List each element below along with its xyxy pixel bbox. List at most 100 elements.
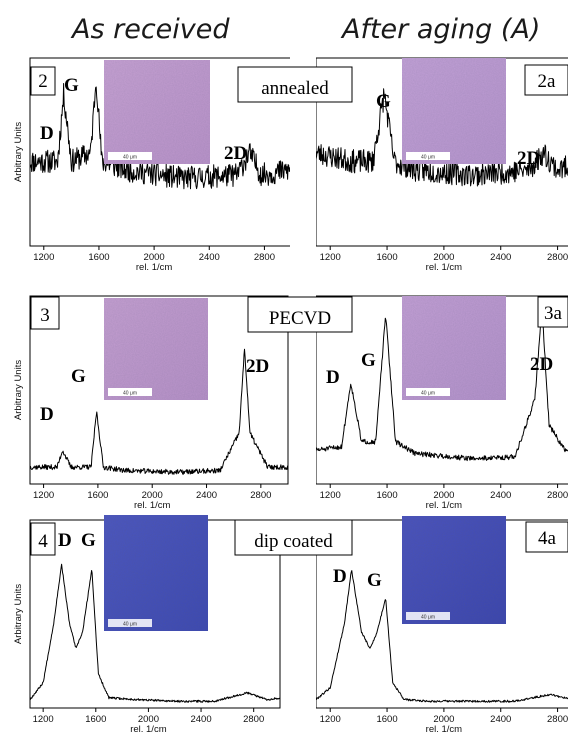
svg-text:3: 3: [40, 305, 50, 326]
spectrum-line: [29, 563, 281, 703]
svg-text:annealed: annealed: [261, 78, 329, 99]
x-tick-label: 2400: [490, 714, 511, 725]
svg-text:4: 4: [38, 531, 48, 552]
y-axis-label: Arbitrary Units: [13, 584, 24, 644]
x-tick-label: 1200: [33, 490, 54, 501]
micrograph-3a: 40 μm: [402, 296, 506, 400]
spectrum-line: [29, 83, 290, 190]
svg-text:40 μm: 40 μm: [421, 391, 435, 397]
peak-label-G: G: [376, 91, 391, 112]
x-tick-label: 1200: [320, 252, 341, 263]
x-tick-label: 1200: [33, 252, 54, 263]
x-tick-label: 2800: [254, 252, 275, 263]
micrograph-2: 40 μm: [104, 60, 210, 164]
x-axis-label: rel. 1/cm: [426, 724, 463, 734]
panel-number-4a: 4a: [525, 521, 568, 553]
x-tick-label: 1200: [33, 714, 54, 725]
y-axis-label: Arbitrary Units: [299, 584, 310, 644]
panel-number-3a: 3a: [537, 296, 568, 328]
panel-number-2: 2: [30, 66, 56, 96]
spectrum-line: [29, 348, 289, 475]
micrograph-4: 40 μm: [104, 515, 208, 631]
micrograph-2a: 40 μm: [402, 58, 506, 164]
x-tick-label: 2400: [190, 714, 211, 725]
peak-label-D: D: [40, 123, 54, 144]
svg-text:40 μm: 40 μm: [123, 622, 137, 628]
spectra-panels: 1200 1600 2000 2400 2800 rel. 1/cm Arbitrary U…: [13, 57, 568, 734]
svg-text:40 μm: 40 μm: [421, 155, 435, 161]
process-label-dip-coated: dip coated: [234, 519, 353, 556]
panel-3: 1200 1600 2000 2400 2800 rel. 1/cm Arbitrary U…: [13, 295, 289, 511]
peak-label-2D: 2D: [530, 354, 553, 375]
svg-text:PECVD: PECVD: [269, 308, 331, 329]
y-axis-label: Arbitrary Units: [299, 360, 310, 420]
peak-label-D: D: [58, 530, 72, 551]
column-header-after-aging: After aging (A): [340, 14, 540, 45]
x-axis-label: rel. 1/cm: [130, 724, 167, 734]
peak-label-G: G: [81, 530, 96, 551]
micrograph-3: 40 μm: [104, 298, 208, 400]
y-axis-label: Arbitrary Units: [13, 122, 24, 182]
x-tick-label: 2800: [243, 714, 264, 725]
x-tick-label: 1600: [87, 490, 108, 501]
scale-bar: 40 μm: [406, 152, 450, 161]
process-label-annealed: annealed: [237, 66, 353, 103]
x-tick-label: 1200: [320, 714, 341, 725]
panel-number-4: 4: [30, 522, 56, 556]
spectrum-line: [316, 570, 568, 703]
y-axis-label: Arbitrary Units: [299, 122, 310, 182]
x-tick-label: 2000: [433, 714, 454, 725]
x-axis-label: rel. 1/cm: [426, 262, 463, 273]
micrograph-4a: 40 μm: [402, 516, 506, 624]
svg-text:3a: 3a: [544, 303, 563, 324]
x-tick-label: 2000: [142, 490, 163, 501]
peak-label-D: D: [40, 404, 54, 425]
x-tick-label: 2400: [199, 252, 220, 263]
plot-frame: [29, 57, 290, 247]
panel-number-3: 3: [30, 296, 60, 330]
peak-label-D: D: [326, 367, 340, 388]
x-tick-label: 2000: [144, 252, 165, 263]
x-tick-label: 1600: [376, 714, 397, 725]
peak-label-G: G: [367, 570, 382, 591]
x-axis-label: rel. 1/cm: [134, 500, 171, 511]
svg-text:40 μm: 40 μm: [123, 391, 137, 397]
panel-2: 1200 1600 2000 2400 2800 rel. 1/cm Arbitrary U…: [13, 57, 290, 273]
peak-label-2D: 2D: [224, 143, 247, 164]
x-tick-label: 1600: [376, 252, 397, 263]
panel-number-2a: 2a: [524, 64, 568, 96]
x-tick-label: 2400: [196, 490, 217, 501]
peak-label-G: G: [361, 350, 376, 371]
x-tick-label: 2000: [138, 714, 159, 725]
x-axis-label: rel. 1/cm: [426, 500, 463, 511]
svg-text:4a: 4a: [538, 528, 557, 549]
x-tick-label: 1600: [85, 714, 106, 725]
peak-label-D: D: [333, 566, 347, 587]
scale-bar: 40 μm: [406, 388, 450, 397]
svg-text:40 μm: 40 μm: [123, 155, 137, 161]
x-tick-label: 2800: [250, 490, 271, 501]
x-axis-label: rel. 1/cm: [136, 262, 173, 273]
scale-bar: 40 μm: [108, 388, 152, 397]
x-tick-label: 2400: [490, 490, 511, 501]
spectrum-line: [316, 88, 568, 187]
process-label-PECVD: PECVD: [247, 296, 353, 333]
x-tick-label: 2800: [547, 714, 568, 725]
x-tick-label: 2800: [547, 252, 568, 263]
peak-label-2D: 2D: [246, 356, 269, 377]
y-axis-label: Arbitrary Units: [13, 360, 24, 420]
svg-text:2: 2: [38, 71, 48, 92]
x-tick-label: 1600: [88, 252, 109, 263]
peak-label-2D: 2D: [517, 148, 540, 169]
svg-text:40 μm: 40 μm: [421, 615, 435, 621]
x-tick-label: 2000: [433, 490, 454, 501]
x-tick-label: 2000: [433, 252, 454, 263]
svg-text:2a: 2a: [538, 71, 557, 92]
panel-2a: 1200 1600 2000 2400 2800 rel. 1/cm Arbitrary U…: [299, 57, 568, 273]
column-header-as-received: As received: [70, 14, 230, 45]
svg-text:dip coated: dip coated: [254, 531, 333, 552]
plot-frame: [29, 295, 289, 485]
scale-bar: 40 μm: [108, 619, 152, 628]
